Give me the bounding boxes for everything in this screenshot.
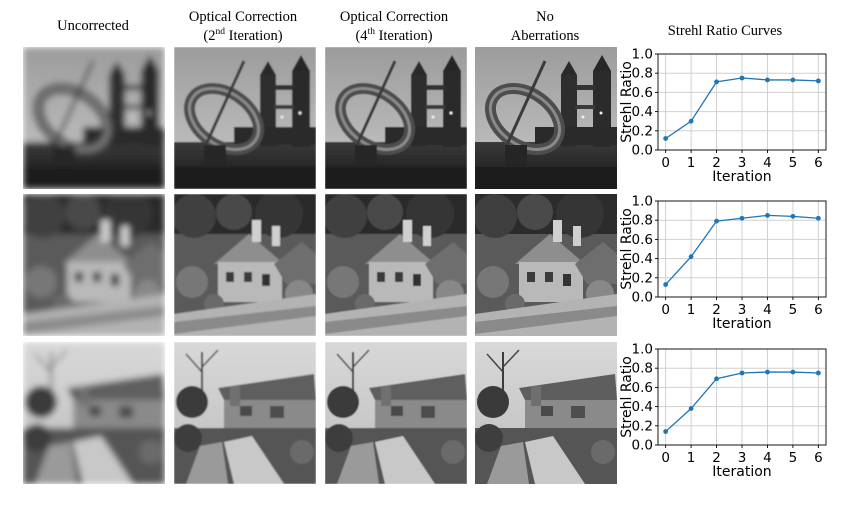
photo-sundial-bridge-optical-correction-4th — [325, 47, 467, 189]
x-tick-label: 5 — [789, 155, 798, 171]
y-tick-label: 0.6 — [632, 380, 653, 396]
data-point — [765, 213, 770, 218]
photo-sundial-bridge-uncorrected — [23, 47, 165, 189]
x-tick-label: 2 — [712, 450, 721, 466]
y-axis-label: Strehl Ratio — [620, 356, 635, 438]
x-tick-label: 6 — [814, 302, 823, 318]
x-tick-label: 6 — [814, 155, 823, 171]
strehl-chart-row-1: 0.0 0.2 0.4 0.6 0.8 1.0 0 1 2 3 4 5 6 Iteration Strehl… — [620, 47, 827, 185]
x-tick-label: 5 — [789, 450, 798, 466]
photo-stone-house-path-no-aberrations — [475, 342, 617, 484]
data-point — [790, 77, 796, 83]
y-tick-label: 0.4 — [632, 399, 653, 415]
y-tick-label: 0.8 — [632, 66, 653, 82]
header-no-aberrations: No Aberrations — [510, 9, 580, 44]
x-tick-label: 4 — [763, 155, 772, 171]
header-optical-correction-2nd: Optical Correction (2nd Iteration) — [188, 9, 298, 44]
x-axis-label: Iteration — [712, 169, 771, 185]
strehl-chart-row-3: 0.0 0.2 0.4 0.6 0.8 1.0 0 1 2 3 4 5 6 Iteration Strehl… — [620, 342, 827, 480]
data-point — [663, 282, 669, 287]
photo-cottage-garden-optical-correction-2nd — [174, 194, 316, 336]
data-point — [765, 369, 770, 375]
data-point — [739, 215, 745, 221]
data-point — [790, 369, 796, 375]
x-axis-label: Iteration — [712, 316, 771, 332]
photo-stone-house-path-uncorrected — [23, 342, 165, 484]
photo-cottage-garden-optical-correction-4th — [325, 194, 467, 336]
photo-sundial-bridge-no-aberrations — [475, 47, 617, 189]
data-point — [688, 254, 694, 260]
data-point — [714, 376, 719, 382]
x-tick-label: 2 — [712, 155, 721, 171]
x-tick-label: 3 — [738, 302, 747, 318]
y-tick-label: 1.0 — [632, 194, 653, 210]
x-tick-label: 6 — [814, 450, 823, 466]
x-tick-label: 1 — [687, 302, 696, 318]
x-tick-label: 3 — [738, 450, 747, 466]
x-axis-label: Iteration — [712, 464, 771, 480]
data-point — [663, 136, 669, 141]
y-tick-label: 0.2 — [632, 270, 653, 286]
y-tick-label: 0.6 — [632, 232, 653, 248]
x-tick-label: 0 — [661, 155, 670, 171]
data-point — [714, 79, 719, 85]
data-point — [765, 77, 770, 83]
data-point — [790, 213, 796, 219]
y-tick-label: 0.0 — [632, 438, 653, 454]
y-tick-label: 0.0 — [632, 143, 653, 159]
x-tick-label: 5 — [789, 302, 798, 318]
y-axis-label: Strehl Ratio — [620, 61, 635, 143]
strehl-chart-row-2: 0.0 0.2 0.4 0.6 0.8 1.0 0 1 2 3 4 5 6 Iteration Strehl… — [620, 194, 827, 332]
data-point — [815, 78, 821, 84]
x-tick-label: 4 — [763, 450, 772, 466]
x-tick-label: 1 — [687, 155, 696, 171]
y-tick-label: 1.0 — [632, 342, 653, 358]
data-point — [739, 75, 745, 81]
header-strehl-ratio-curves: Strehl Ratio Curves — [667, 23, 783, 39]
data-point — [815, 370, 821, 376]
x-tick-label: 1 — [687, 450, 696, 466]
header-uncorrected: Uncorrected — [57, 18, 129, 34]
photo-cottage-garden-no-aberrations — [475, 194, 617, 336]
y-axis-label: Strehl Ratio — [620, 208, 635, 290]
x-tick-label: 2 — [712, 302, 721, 318]
y-tick-label: 0.2 — [632, 418, 653, 434]
y-tick-label: 0.8 — [632, 361, 653, 377]
x-tick-label: 3 — [738, 155, 747, 171]
photo-sundial-bridge-optical-correction-2nd — [174, 47, 316, 189]
x-tick-label: 0 — [661, 302, 670, 318]
header-optical-correction-4th: Optical Correction (4th Iteration) — [339, 9, 449, 44]
data-point — [688, 406, 694, 411]
data-point — [815, 215, 821, 221]
y-tick-label: 0.6 — [632, 85, 653, 101]
y-tick-label: 1.0 — [632, 47, 653, 63]
x-tick-label: 4 — [763, 302, 772, 318]
data-point — [739, 370, 745, 376]
photo-stone-house-path-optical-correction-4th — [325, 342, 467, 484]
y-tick-label: 0.4 — [632, 104, 653, 120]
x-tick-label: 0 — [661, 450, 670, 466]
y-tick-label: 0.4 — [632, 251, 653, 267]
photo-stone-house-path-optical-correction-2nd — [174, 342, 316, 484]
y-tick-label: 0.2 — [632, 123, 653, 139]
data-point — [688, 118, 694, 124]
data-point — [663, 429, 669, 434]
data-point — [714, 218, 719, 224]
photo-cottage-garden-uncorrected — [23, 194, 165, 336]
y-tick-label: 0.0 — [632, 290, 653, 306]
y-tick-label: 0.8 — [632, 213, 653, 229]
